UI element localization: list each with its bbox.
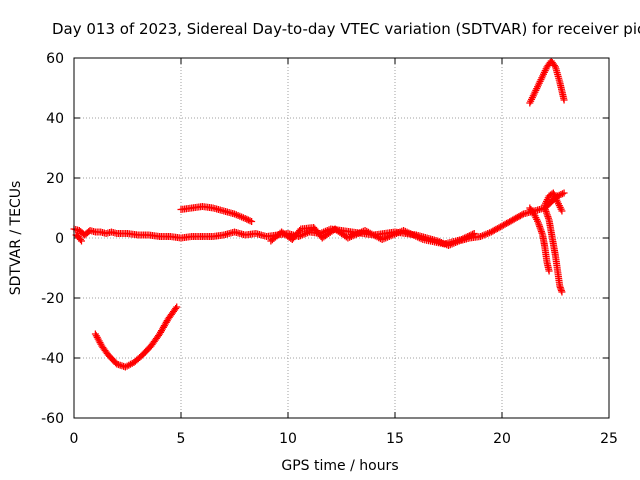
data-point — [467, 231, 475, 239]
x-tick-label: 25 — [600, 431, 618, 447]
data-point — [241, 215, 249, 222]
grid-layer — [74, 58, 609, 418]
y-tick-label: -60 — [41, 411, 64, 427]
data-point — [469, 230, 477, 238]
data-point — [470, 230, 478, 237]
data-point — [558, 190, 566, 198]
data-point — [248, 218, 256, 225]
y-axis-label: SDTVAR / TECUs — [8, 181, 24, 296]
data-point — [459, 235, 467, 243]
data-point — [557, 191, 565, 198]
chart-title: Day 013 of 2023, Sidereal Day-to-day VTE… — [52, 20, 640, 38]
y-tick-label: -40 — [41, 351, 64, 367]
x-tick-label: 10 — [279, 431, 297, 447]
data-point — [560, 96, 568, 104]
y-tick-label: -20 — [41, 291, 64, 307]
data-layer — [70, 57, 568, 371]
data-point — [560, 189, 568, 197]
data-point — [465, 232, 473, 240]
y-tick-label: 40 — [46, 111, 64, 127]
y-tick-label: 60 — [46, 51, 64, 67]
data-point — [518, 211, 526, 219]
data-point — [558, 288, 566, 296]
data-point — [172, 305, 180, 312]
data-point — [173, 303, 181, 311]
data-point — [550, 62, 558, 69]
x-tick-label: 20 — [493, 431, 511, 447]
data-point — [461, 234, 469, 242]
x-tick-label: 0 — [70, 431, 79, 447]
data-point — [464, 233, 472, 240]
plot-frame — [73, 57, 610, 419]
x-tick-label: 15 — [386, 431, 404, 447]
x-tick-label: 5 — [177, 431, 186, 447]
tick-layer: 0 5 10 15 20 25 -60 -40 -20 0 20 40 60 — [41, 51, 618, 447]
data-point — [244, 216, 252, 224]
data-point — [246, 217, 254, 225]
data-point — [76, 236, 84, 243]
data-point — [77, 237, 85, 245]
data-point — [457, 236, 465, 243]
data-point — [243, 215, 251, 223]
data-point — [545, 267, 553, 275]
y-tick-label: 20 — [46, 171, 64, 187]
y-tick-label: 0 — [55, 231, 64, 247]
data-point — [462, 233, 470, 241]
x-axis-label: GPS time / hours — [281, 458, 398, 474]
data-point — [558, 207, 566, 215]
